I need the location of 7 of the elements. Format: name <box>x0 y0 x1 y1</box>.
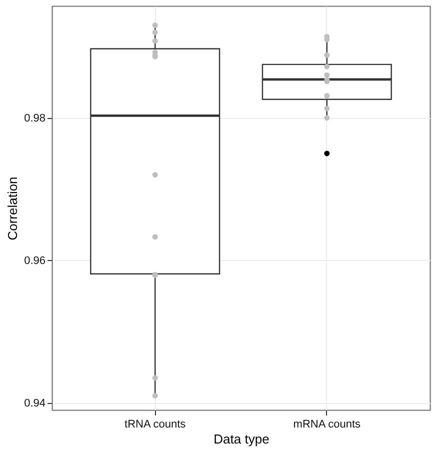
x-axis-title: Data type <box>214 432 270 446</box>
y-tick-label: 0.94 <box>24 397 46 410</box>
y-axis-title: Correlation <box>5 176 20 240</box>
x-tick-label: mRNA counts <box>293 418 362 430</box>
x-tick-label: tRNA counts <box>124 418 186 430</box>
y-tick-label: 0.96 <box>24 254 46 267</box>
y-tick-label: 0.98 <box>24 112 46 124</box>
